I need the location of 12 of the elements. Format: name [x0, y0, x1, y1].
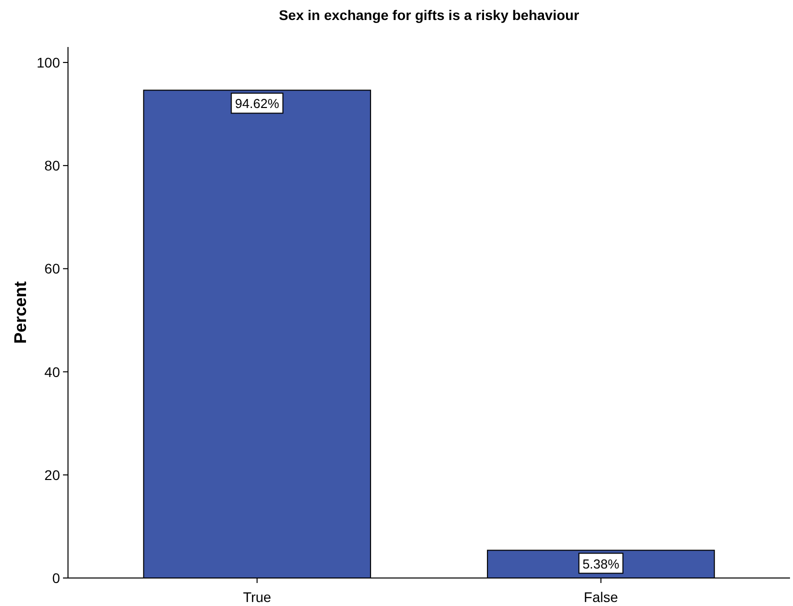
- data-label: 5.38%: [582, 556, 620, 572]
- y-tick-label: 60: [44, 260, 60, 277]
- x-tick-label: False: [584, 589, 618, 605]
- y-tick-label: 0: [52, 570, 60, 586]
- x-tick-label: True: [242, 589, 272, 605]
- chart-title: Sex in exchange for gifts is a risky behaviour: [278, 7, 580, 23]
- data-label: 94.62%: [235, 96, 280, 112]
- y-tick-label: 80: [44, 158, 60, 174]
- y-tick-label: 40: [44, 364, 60, 380]
- y-tick-label: 20: [44, 466, 60, 483]
- y-axis-title: Percent: [11, 280, 30, 344]
- y-tick-label: 100: [36, 54, 60, 70]
